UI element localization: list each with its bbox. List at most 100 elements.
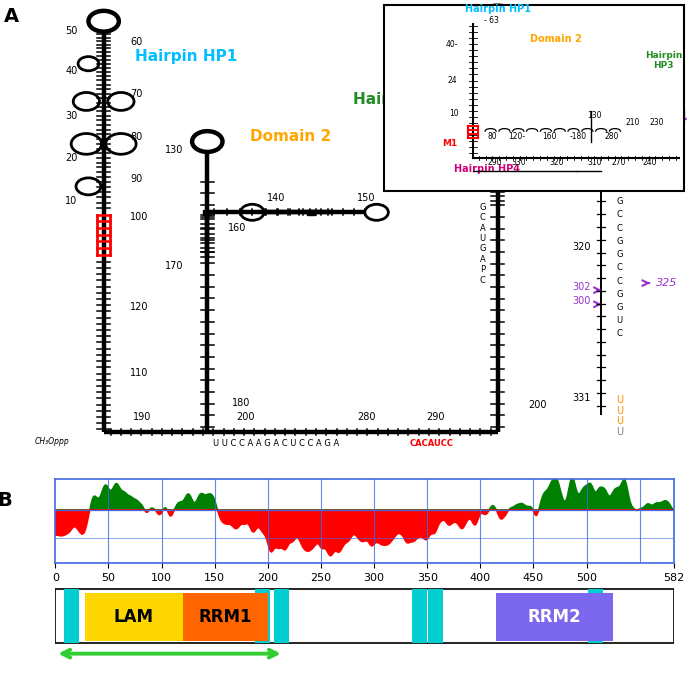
Text: G: G bbox=[616, 303, 623, 312]
Text: 120-: 120- bbox=[508, 132, 525, 141]
Text: Hairpin
HP3: Hairpin HP3 bbox=[645, 51, 682, 70]
Text: Hairpin HP4: Hairpin HP4 bbox=[454, 164, 520, 174]
Text: C: C bbox=[616, 210, 623, 220]
Text: U: U bbox=[625, 160, 632, 169]
Bar bbox=[413, 589, 427, 644]
Text: M1: M1 bbox=[442, 140, 457, 148]
Text: C: C bbox=[480, 276, 485, 284]
Bar bbox=[85, 593, 183, 641]
Text: 320: 320 bbox=[549, 158, 564, 167]
Text: Hairpin HP1: Hairpin HP1 bbox=[135, 49, 238, 64]
Text: 170: 170 bbox=[164, 261, 183, 271]
Text: U: U bbox=[616, 316, 623, 325]
Text: 260: 260 bbox=[532, 129, 551, 139]
Text: 120: 120 bbox=[130, 302, 149, 311]
Text: G: G bbox=[616, 237, 623, 246]
Text: 210: 210 bbox=[441, 166, 460, 177]
Text: 302: 302 bbox=[572, 282, 591, 292]
Text: Domain 2: Domain 2 bbox=[249, 129, 331, 144]
Text: 250: 250 bbox=[532, 94, 551, 103]
Text: Hairpin HP4: Hairpin HP4 bbox=[585, 111, 687, 125]
Text: 140: 140 bbox=[267, 193, 285, 202]
Text: U: U bbox=[480, 234, 485, 243]
Text: G: G bbox=[479, 245, 486, 253]
Text: 190: 190 bbox=[133, 412, 151, 422]
Text: 300: 300 bbox=[572, 297, 591, 306]
Text: - 63: - 63 bbox=[484, 16, 499, 25]
Text: RRM2: RRM2 bbox=[528, 608, 582, 626]
Text: CH₃Oppp: CH₃Oppp bbox=[35, 437, 69, 446]
Text: 270: 270 bbox=[532, 176, 551, 186]
Text: 90: 90 bbox=[130, 175, 142, 184]
Text: 325: 325 bbox=[656, 278, 678, 288]
Text: 160: 160 bbox=[542, 132, 557, 141]
Text: G: G bbox=[616, 184, 623, 193]
Text: Hairpin HP3: Hairpin HP3 bbox=[353, 92, 455, 106]
Text: 60: 60 bbox=[130, 38, 142, 47]
Text: 110: 110 bbox=[130, 368, 149, 377]
Bar bbox=[183, 593, 268, 641]
Bar bbox=[203, 210, 211, 215]
Text: U U C C A A G A C U C C A G A: U U C C A A G A C U C C A G A bbox=[214, 439, 339, 448]
Text: 290: 290 bbox=[426, 412, 444, 422]
Text: -180: -180 bbox=[570, 132, 587, 141]
Text: 10: 10 bbox=[65, 195, 77, 206]
Text: 50: 50 bbox=[65, 26, 77, 36]
Text: 280: 280 bbox=[357, 412, 375, 422]
Text: 180: 180 bbox=[231, 398, 250, 408]
Text: 230: 230 bbox=[650, 118, 664, 127]
Text: CACAUCC: CACAUCC bbox=[410, 439, 454, 448]
Text: 24: 24 bbox=[447, 75, 457, 84]
Bar bbox=[64, 589, 79, 644]
Text: 280: 280 bbox=[605, 132, 619, 141]
Text: A: A bbox=[480, 255, 485, 264]
Text: 210: 210 bbox=[625, 118, 640, 127]
Text: G: G bbox=[616, 197, 623, 206]
Text: 220: 220 bbox=[441, 110, 460, 120]
Text: 230: 230 bbox=[539, 58, 558, 68]
Text: C: C bbox=[616, 276, 623, 286]
Text: 40: 40 bbox=[65, 66, 77, 75]
Text: U: U bbox=[616, 427, 623, 437]
Bar bbox=[384, 5, 684, 191]
Text: 262: 262 bbox=[577, 142, 598, 151]
Text: 240: 240 bbox=[643, 158, 657, 167]
Text: A: A bbox=[3, 7, 19, 26]
Bar bbox=[428, 589, 443, 644]
Text: 331: 331 bbox=[572, 393, 591, 403]
Text: 130: 130 bbox=[587, 111, 602, 120]
Text: G: G bbox=[616, 250, 623, 259]
Bar bbox=[587, 589, 603, 644]
Text: C: C bbox=[616, 264, 623, 272]
Text: 40-: 40- bbox=[446, 40, 458, 49]
Text: 270: 270 bbox=[612, 158, 626, 167]
Text: 314: 314 bbox=[656, 179, 678, 189]
Text: 330: 330 bbox=[511, 158, 526, 167]
Text: B: B bbox=[0, 491, 12, 510]
Text: Domain 2: Domain 2 bbox=[531, 34, 582, 44]
Text: A: A bbox=[480, 224, 485, 233]
Text: 70: 70 bbox=[130, 90, 142, 99]
Text: G: G bbox=[616, 290, 623, 299]
Text: RRM1: RRM1 bbox=[198, 608, 252, 626]
Bar bbox=[496, 593, 613, 641]
Text: 150: 150 bbox=[357, 193, 375, 202]
Text: G: G bbox=[479, 203, 486, 212]
Text: 10: 10 bbox=[449, 109, 459, 117]
Text: 100: 100 bbox=[130, 212, 149, 222]
Text: C: C bbox=[480, 214, 485, 222]
Text: U: U bbox=[616, 396, 623, 405]
Text: 200: 200 bbox=[236, 412, 254, 422]
Text: U: U bbox=[616, 406, 623, 416]
Text: 80: 80 bbox=[130, 132, 142, 142]
Text: 130: 130 bbox=[164, 146, 183, 155]
Text: 200: 200 bbox=[529, 400, 547, 410]
Text: C: C bbox=[616, 224, 623, 233]
Text: 290: 290 bbox=[487, 158, 502, 167]
Text: U: U bbox=[616, 416, 623, 426]
Text: Hairpin HP1: Hairpin HP1 bbox=[464, 4, 531, 13]
Bar bbox=[55, 589, 674, 644]
Text: 310: 310 bbox=[572, 176, 591, 186]
Text: LAM: LAM bbox=[114, 608, 154, 626]
Bar bbox=[274, 589, 289, 644]
